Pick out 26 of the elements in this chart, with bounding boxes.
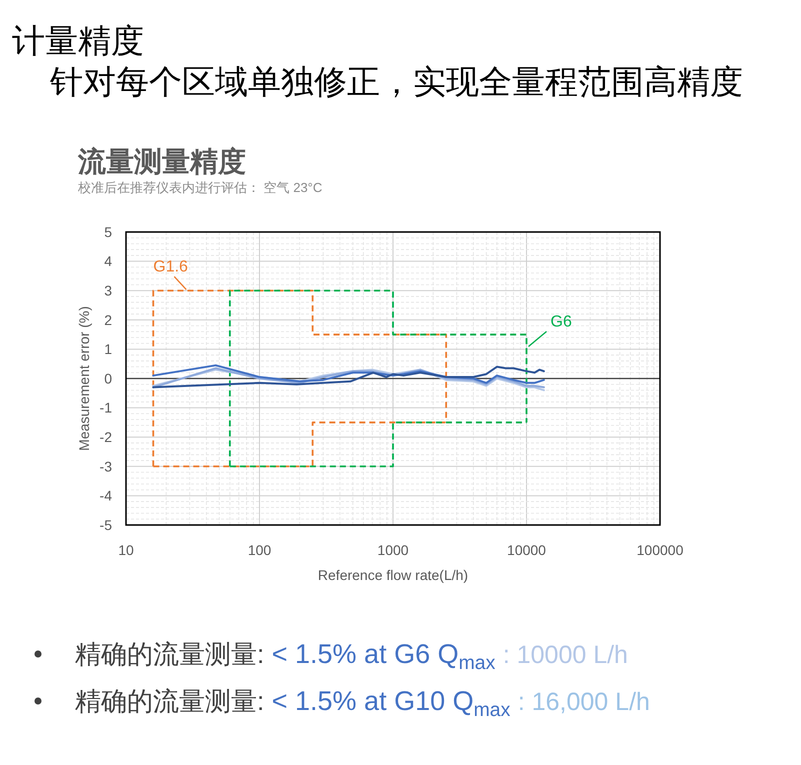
text: 校准后在推荐仪表内进行评估： 空气 23°C bbox=[77, 180, 322, 195]
text: 精确的流量测量: < 1.5% at G6 Q$_{max}$ : 10000 L/h bbox=[75, 639, 628, 674]
y-tick-label: -5 bbox=[100, 516, 112, 533]
y-tick-label: -2 bbox=[100, 429, 112, 445]
x-tick-label: 100 bbox=[248, 542, 272, 558]
x-tick-label: 10 bbox=[118, 542, 134, 558]
x-tick-label: 10000 bbox=[507, 542, 546, 558]
y-axis-title: Measurement error (%) bbox=[76, 306, 92, 451]
y-tick-label: 0 bbox=[104, 370, 112, 386]
x-axis-title: Reference flow rate(L/h) bbox=[318, 567, 468, 583]
y-tick-label: 5 bbox=[104, 224, 112, 240]
text: 流量测量精度 bbox=[77, 146, 246, 177]
y-tick-label: -1 bbox=[100, 400, 112, 416]
series-label: G1.6 bbox=[153, 258, 188, 276]
chart-title: 计量精度 bbox=[12, 22, 144, 59]
text: 精确的流量测量: < 1.5% at G10 Q$_{max}$ : 16,000 L/h bbox=[75, 686, 650, 721]
chart-subtitle: 针对每个区域单独修正，实现全量程范围高精度 bbox=[49, 63, 743, 100]
series-label: G6 bbox=[550, 314, 572, 331]
x-tick-label: 1000 bbox=[377, 542, 409, 558]
x-tick-label: 100000 bbox=[636, 542, 684, 558]
y-tick-label: 3 bbox=[104, 282, 112, 298]
y-tick-label: -3 bbox=[100, 458, 112, 474]
y-tick-label: 4 bbox=[104, 253, 112, 270]
y-tick-label: -4 bbox=[100, 488, 112, 504]
y-tick-label: 1 bbox=[104, 341, 112, 358]
y-tick-label: 2 bbox=[104, 312, 112, 328]
